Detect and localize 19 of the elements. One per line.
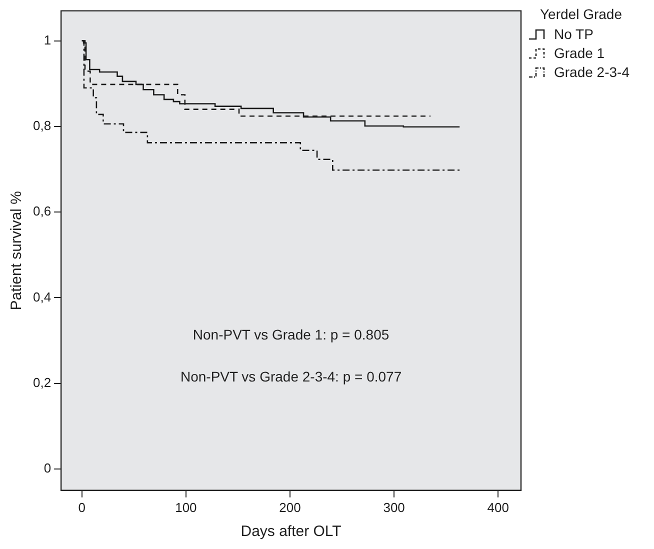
x-tick-label: 0 bbox=[78, 500, 86, 515]
y-axis-title: Patient survival % bbox=[8, 190, 26, 310]
y-tick-label: 1 bbox=[44, 32, 52, 48]
legend-label: Grade 2-3-4 bbox=[554, 64, 630, 80]
legend-label: No TP bbox=[554, 26, 594, 42]
x-tick-label: 400 bbox=[487, 500, 509, 515]
x-axis-title: Days after OLT bbox=[240, 523, 342, 540]
x-tick-label: 100 bbox=[175, 500, 197, 515]
y-tick-label: 0,4 bbox=[32, 289, 52, 304]
annotation: Non-PVT vs Grade 2-3-4: p = 0.077 bbox=[180, 368, 402, 385]
y-tick-label: 0,8 bbox=[32, 118, 52, 133]
y-tick-label: 0 bbox=[44, 460, 52, 476]
y-tick-label: 0,6 bbox=[32, 204, 52, 219]
x-tick-label: 200 bbox=[279, 500, 301, 515]
x-tick-label: 300 bbox=[383, 500, 405, 515]
annotation: Non-PVT vs Grade 1: p = 0.805 bbox=[192, 326, 390, 342]
y-tick-label: 0,2 bbox=[32, 374, 52, 390]
legend-title: Yerdel Grade bbox=[540, 6, 623, 22]
legend-label: Grade 1 bbox=[554, 44, 605, 60]
